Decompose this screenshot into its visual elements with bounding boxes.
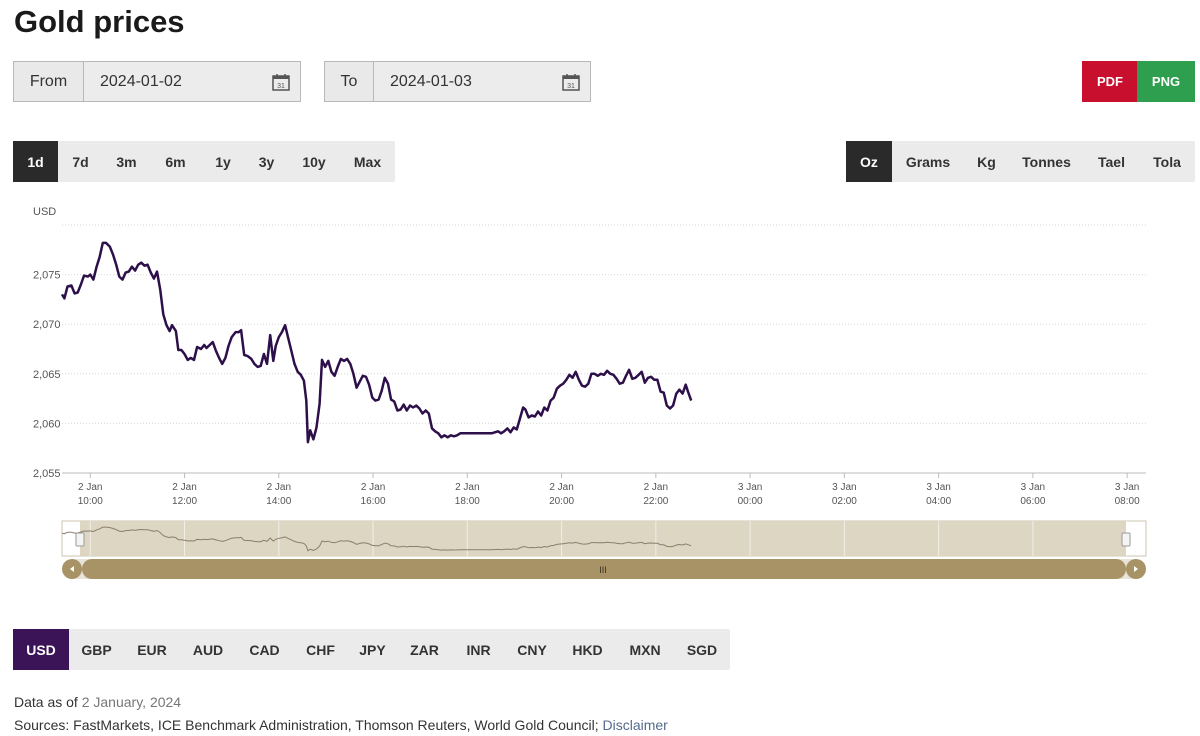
x-tick-label-time: 16:00 [361,496,386,507]
unit-button-tola[interactable]: Tola [1153,153,1181,170]
currency-button-usd[interactable]: USD [13,629,69,670]
arrow-left-icon [70,566,74,572]
navigator-selection [80,521,1126,556]
currency-button-cad[interactable]: CAD [249,641,280,658]
currency-button-hkd[interactable]: HKD [572,641,603,658]
data-as-of-label: Data as of [14,694,78,710]
x-tick-label-time: 20:00 [549,496,574,507]
y-tick-label: 2,065 [33,369,61,381]
to-date-field: To 2024-01-03 31 [324,61,591,102]
x-tick-label-date: 3 Jan [1115,482,1139,493]
currency-selector: USD GBP EUR AUD CAD CHF JPY ZAR INR CNY HKD MXN SGD [13,629,730,670]
y-tick-label: 2,075 [33,270,61,282]
x-tick-label-date: 2 Jan [455,482,479,493]
currency-button-jpy[interactable]: JPY [359,641,386,658]
price-chart: USD 2,055 2,060 2,065 2,070 2,075 2 Jan 10:00 2 … [0,195,1200,595]
sources-label: Sources: FastMarkets, ICE Benchmark Admi… [14,717,599,733]
calendar-icon[interactable]: 31 [272,73,290,91]
y-tick-label: 2,055 [33,468,61,480]
x-tick-label-date: 3 Jan [1021,482,1045,493]
x-tick-label-time: 08:00 [1115,496,1140,507]
scrollbar-grip-icon: III [599,565,607,575]
x-tick-label-date: 2 Jan [78,482,102,493]
range-selector: 1d 7d 3m 6m 1y 3y 10y Max [13,141,395,182]
range-button-3y[interactable]: 3y [258,153,275,170]
page-title: Gold prices [14,4,185,39]
currency-button-zar[interactable]: ZAR [410,641,439,658]
calendar-icon[interactable]: 31 [562,73,580,91]
x-tick-label-date: 2 Jan [172,482,196,493]
y-axis-label: USD [33,206,56,218]
price-line [60,241,693,444]
to-date-value: 2024-01-03 [390,72,472,90]
currency-button-chf[interactable]: CHF [306,641,335,658]
x-tick-label-date: 3 Jan [926,482,950,493]
unit-button-tonnes[interactable]: Tonnes [1022,153,1071,170]
x-tick-label-time: 18:00 [455,496,480,507]
navigator-handle [1121,532,1131,547]
calendar-day-text: 31 [567,83,575,90]
data-as-of-line: Data as of 2 January, 2024 [14,694,181,710]
range-button-max[interactable]: Max [353,153,382,170]
to-label: To [325,62,374,101]
x-tick-label-time: 02:00 [832,496,857,507]
unit-button-grams[interactable]: Grams [905,153,951,170]
unit-button-tael[interactable]: Tael [1098,153,1125,170]
y-tick-label: 2,070 [33,319,61,331]
x-tick-label-date: 2 Jan [267,482,291,493]
currency-button-inr[interactable]: INR [466,641,491,658]
currency-button-cny[interactable]: CNY [517,641,547,658]
x-tick-label-time: 04:00 [926,496,951,507]
unit-button-kg[interactable]: Kg [977,153,996,170]
x-tick-label-time: 22:00 [643,496,668,507]
x-tick-label-date: 2 Jan [361,482,385,493]
y-tick-label: 2,060 [33,418,61,430]
price-chart-svg: USD 2,055 2,060 2,065 2,070 2,075 2 Jan 10:00 2 … [33,206,1147,579]
currency-button-eur[interactable]: EUR [137,641,167,658]
from-date-field: From 2024-01-02 31 [13,61,301,102]
range-button-10y[interactable]: 10y [302,153,326,170]
x-tick-label-date: 3 Jan [832,482,856,493]
x-tick-label-date: 2 Jan [549,482,573,493]
currency-button-mxn[interactable]: MXN [629,641,661,658]
currency-button-sgd[interactable]: SGD [686,641,718,658]
from-date-value: 2024-01-02 [100,72,182,90]
range-button-6m[interactable]: 6m [165,153,186,170]
currency-button-gbp[interactable]: GBP [81,641,112,658]
x-tick-label-time: 00:00 [738,496,763,507]
x-tick-label-date: 3 Jan [738,482,762,493]
range-button-7d[interactable]: 7d [72,153,89,170]
x-tick-label-date: 2 Jan [644,482,668,493]
range-button-1d[interactable]: 1d [13,141,58,182]
data-as-of-value: 2 January, 2024 [81,694,182,710]
unit-button-oz[interactable]: Oz [846,141,892,182]
range-button-1y[interactable]: 1y [215,153,231,170]
calendar-day-text: 31 [277,83,285,90]
png-export-button[interactable]: PNG [1137,61,1195,102]
x-tick-label-time: 12:00 [172,496,197,507]
from-date-input[interactable]: 2024-01-02 31 [84,62,300,101]
navigator-line [61,526,692,552]
from-label: From [14,62,84,101]
currency-button-aud[interactable]: AUD [192,641,224,658]
x-tick-label-time: 06:00 [1020,496,1045,507]
scrollbar-thumb [82,559,1126,579]
arrow-right-icon [1134,566,1138,572]
x-tick-label-time: 10:00 [78,496,103,507]
x-tick-label-time: 14:00 [266,496,291,507]
disclaimer-link[interactable]: Disclaimer [602,717,668,733]
sources-line: Sources: FastMarkets, ICE Benchmark Admi… [14,717,668,733]
range-button-3m[interactable]: 3m [116,153,137,170]
navigator-handle [75,532,85,547]
to-date-input[interactable]: 2024-01-03 31 [374,62,590,101]
pdf-export-button[interactable]: PDF [1082,61,1138,102]
unit-selector: Oz Grams Kg Tonnes Tael Tola [846,141,1195,182]
